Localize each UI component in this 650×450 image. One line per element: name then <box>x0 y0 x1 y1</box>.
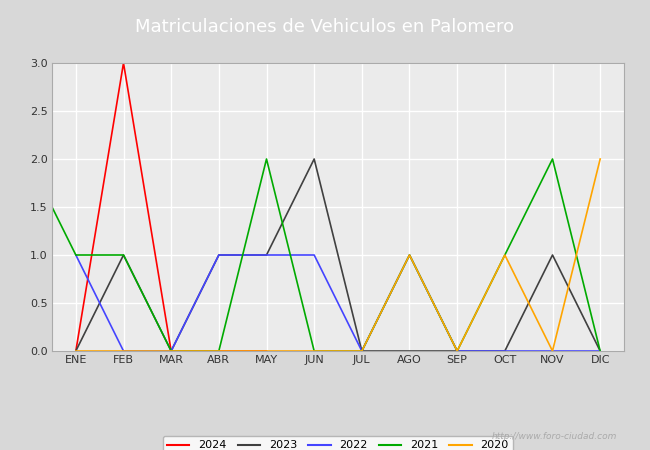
2022 <box>72 252 80 258</box>
2021 <box>263 156 270 162</box>
2022 <box>501 348 509 354</box>
2021 <box>120 252 127 258</box>
Line: 2021: 2021 <box>28 159 600 351</box>
2024 <box>167 348 175 354</box>
2022 <box>167 348 175 354</box>
2024 <box>72 348 80 354</box>
2020 <box>310 348 318 354</box>
2022 <box>596 348 604 354</box>
2021 <box>24 156 32 162</box>
2023 <box>72 348 80 354</box>
2021 <box>72 252 80 258</box>
2023 <box>501 348 509 354</box>
2023 <box>549 252 556 258</box>
2020 <box>120 348 127 354</box>
2020 <box>263 348 270 354</box>
2022 <box>215 252 223 258</box>
2021 <box>596 348 604 354</box>
2020 <box>549 348 556 354</box>
2021 <box>501 252 509 258</box>
2020 <box>596 156 604 162</box>
2023 <box>215 252 223 258</box>
2023 <box>263 252 270 258</box>
Text: http://www.foro-ciudad.com: http://www.foro-ciudad.com <box>492 432 618 441</box>
2021 <box>406 252 413 258</box>
2021 <box>453 348 461 354</box>
2023 <box>167 348 175 354</box>
2020 <box>453 348 461 354</box>
2020 <box>358 348 366 354</box>
2023 <box>453 348 461 354</box>
2023 <box>358 348 366 354</box>
2020 <box>406 252 413 258</box>
Line: 2024: 2024 <box>76 63 266 351</box>
Line: 2023: 2023 <box>76 159 600 351</box>
2023 <box>406 348 413 354</box>
2021 <box>358 348 366 354</box>
2023 <box>596 348 604 354</box>
Legend: 2024, 2023, 2022, 2021, 2020: 2024, 2023, 2022, 2021, 2020 <box>162 436 514 450</box>
2023 <box>310 156 318 162</box>
2024 <box>120 60 127 66</box>
2022 <box>549 348 556 354</box>
Line: 2022: 2022 <box>76 255 600 351</box>
2022 <box>263 252 270 258</box>
2024 <box>215 348 223 354</box>
2022 <box>406 252 413 258</box>
2020 <box>501 252 509 258</box>
Line: 2020: 2020 <box>76 159 600 351</box>
2020 <box>72 348 80 354</box>
2022 <box>120 348 127 354</box>
2020 <box>215 348 223 354</box>
2021 <box>549 156 556 162</box>
2020 <box>167 348 175 354</box>
2022 <box>358 348 366 354</box>
2023 <box>120 252 127 258</box>
2022 <box>453 348 461 354</box>
2021 <box>215 348 223 354</box>
Text: Matriculaciones de Vehiculos en Palomero: Matriculaciones de Vehiculos en Palomero <box>135 18 515 36</box>
2021 <box>310 348 318 354</box>
2022 <box>310 252 318 258</box>
2024 <box>263 348 270 354</box>
2021 <box>167 348 175 354</box>
